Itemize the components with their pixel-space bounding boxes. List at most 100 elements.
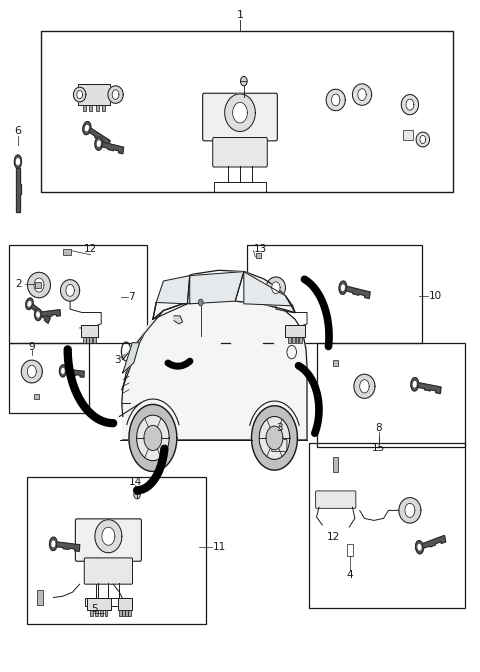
Polygon shape xyxy=(129,405,177,472)
Text: 13: 13 xyxy=(253,244,267,254)
Bar xyxy=(347,544,353,556)
Polygon shape xyxy=(89,128,110,146)
Circle shape xyxy=(240,77,247,86)
Polygon shape xyxy=(122,301,307,440)
Polygon shape xyxy=(326,89,345,111)
Circle shape xyxy=(134,490,141,499)
Text: 10: 10 xyxy=(429,291,442,301)
Bar xyxy=(83,106,86,111)
Polygon shape xyxy=(34,278,44,292)
FancyBboxPatch shape xyxy=(75,519,142,561)
Polygon shape xyxy=(411,378,419,391)
Bar xyxy=(247,245,422,343)
Text: 11: 11 xyxy=(213,542,226,552)
Bar xyxy=(78,84,109,106)
Polygon shape xyxy=(266,277,286,298)
Polygon shape xyxy=(406,99,414,110)
Polygon shape xyxy=(339,281,347,294)
FancyBboxPatch shape xyxy=(84,558,132,584)
Polygon shape xyxy=(342,285,344,290)
Circle shape xyxy=(198,299,203,306)
Polygon shape xyxy=(73,87,86,102)
Polygon shape xyxy=(422,536,446,548)
Bar xyxy=(81,325,97,337)
Bar xyxy=(288,337,291,343)
Text: 12: 12 xyxy=(327,532,340,542)
Bar xyxy=(296,337,299,343)
Bar xyxy=(403,130,413,140)
Polygon shape xyxy=(137,415,169,461)
Polygon shape xyxy=(190,271,244,304)
Text: 2: 2 xyxy=(15,280,22,290)
Polygon shape xyxy=(354,374,375,398)
Polygon shape xyxy=(27,366,36,378)
Bar xyxy=(35,282,41,288)
Bar xyxy=(90,610,93,616)
Text: 12: 12 xyxy=(84,244,97,254)
Bar xyxy=(333,360,338,366)
Polygon shape xyxy=(108,86,123,103)
Polygon shape xyxy=(85,126,88,130)
Polygon shape xyxy=(62,368,64,373)
Bar xyxy=(310,444,465,607)
FancyBboxPatch shape xyxy=(213,138,267,167)
Polygon shape xyxy=(95,137,103,151)
Polygon shape xyxy=(266,426,283,450)
Polygon shape xyxy=(358,89,366,101)
Bar xyxy=(118,598,132,610)
Polygon shape xyxy=(66,369,84,377)
Text: 8: 8 xyxy=(375,423,382,433)
Polygon shape xyxy=(14,155,22,168)
Polygon shape xyxy=(112,90,119,99)
Bar xyxy=(41,31,453,192)
Bar xyxy=(122,610,125,616)
Bar xyxy=(27,477,206,624)
Bar xyxy=(102,106,105,111)
Polygon shape xyxy=(26,298,33,310)
Bar xyxy=(89,106,92,111)
Bar xyxy=(214,182,266,192)
Polygon shape xyxy=(416,541,423,554)
Polygon shape xyxy=(97,141,100,146)
Polygon shape xyxy=(156,276,190,304)
Bar xyxy=(125,610,128,616)
Polygon shape xyxy=(83,122,91,134)
Bar xyxy=(255,253,261,258)
Polygon shape xyxy=(27,272,50,298)
FancyBboxPatch shape xyxy=(203,93,277,141)
Polygon shape xyxy=(31,304,50,323)
Polygon shape xyxy=(37,312,39,317)
Polygon shape xyxy=(16,168,21,212)
Polygon shape xyxy=(174,316,182,324)
Bar xyxy=(96,106,98,111)
Text: 3: 3 xyxy=(114,355,120,365)
Text: 5: 5 xyxy=(91,604,97,614)
Bar xyxy=(100,610,103,616)
Polygon shape xyxy=(16,159,19,165)
Polygon shape xyxy=(144,425,162,450)
Bar xyxy=(300,337,302,343)
Bar xyxy=(105,610,108,616)
FancyBboxPatch shape xyxy=(316,491,356,508)
Bar xyxy=(37,590,43,605)
Polygon shape xyxy=(35,308,41,321)
Polygon shape xyxy=(123,343,140,373)
Polygon shape xyxy=(52,541,55,546)
Bar xyxy=(120,610,122,616)
Bar xyxy=(83,337,85,343)
Text: 7: 7 xyxy=(128,292,135,302)
Bar xyxy=(93,337,96,343)
Polygon shape xyxy=(60,365,66,377)
Polygon shape xyxy=(49,537,57,550)
Bar xyxy=(63,249,71,255)
Polygon shape xyxy=(77,91,83,99)
Bar xyxy=(317,343,465,447)
Polygon shape xyxy=(352,84,372,106)
Bar xyxy=(128,610,131,616)
Text: 4: 4 xyxy=(347,571,353,581)
Polygon shape xyxy=(418,544,421,550)
Bar xyxy=(286,325,305,337)
Polygon shape xyxy=(272,282,280,294)
Polygon shape xyxy=(60,280,80,301)
Bar xyxy=(85,597,132,606)
